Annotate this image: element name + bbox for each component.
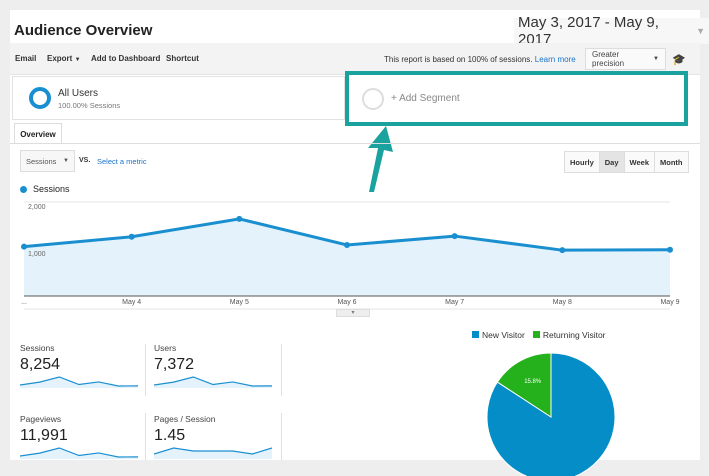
legend-label: New Visitor (482, 330, 525, 340)
metric-value: 8,254 (20, 356, 61, 373)
sessions-chart (21, 201, 673, 310)
metric-divider (145, 344, 146, 396)
metric-divider (281, 344, 282, 396)
x-tick-label: May 7 (445, 299, 465, 306)
select-metric-link[interactable]: Select a metric (97, 157, 147, 166)
graduation-cap-icon[interactable]: 🎓 (672, 54, 686, 66)
x-tick-label: ... (21, 299, 27, 306)
week-button[interactable]: Week (623, 152, 654, 172)
x-tick-label: May 8 (552, 299, 572, 306)
legend-swatch-icon (472, 331, 479, 338)
y-tick-label: 1,000 (28, 251, 46, 258)
legend-label: Sessions (33, 184, 70, 194)
chevron-down-icon: ▼ (696, 26, 705, 36)
add-to-dashboard-button[interactable]: Add to Dashboard (91, 54, 161, 63)
empty-segment-ring-icon (362, 88, 384, 110)
tab-divider (10, 143, 700, 144)
sessions-area (24, 218, 670, 296)
data-point[interactable] (344, 242, 350, 249)
pie-legend: New Visitor Returning Visitor (472, 330, 606, 340)
export-button[interactable]: Export ▼ (47, 54, 81, 63)
chart-legend: Sessions (20, 184, 70, 194)
caret-down-icon: ▼ (74, 57, 81, 63)
x-tick-label: May 9 (660, 299, 680, 306)
page-title: Audience Overview (14, 22, 153, 39)
metric-users: Users 7,372 (153, 343, 284, 393)
legend-dot-icon (20, 185, 27, 193)
metric-value: 1.45 (154, 427, 186, 444)
x-tick-label: May 4 (122, 299, 142, 306)
data-point[interactable] (667, 246, 673, 253)
pie-data-label: 15.8% (524, 379, 542, 385)
visitor-pie-chart: 15.8% (486, 352, 616, 476)
precision-value: Greater precision (592, 50, 625, 68)
segment-ring-icon (29, 87, 51, 109)
metric-label: Sessions (20, 343, 55, 353)
data-point[interactable] (236, 215, 243, 222)
hourly-button[interactable]: Hourly (565, 152, 599, 172)
sparkline (19, 376, 139, 388)
sparkline (19, 447, 139, 459)
metric-label: Users (154, 343, 177, 353)
sparkline (153, 447, 273, 459)
annotation-arrow-icon (368, 126, 393, 192)
segment-name: All Users (58, 88, 99, 99)
caret-down-icon: ▼ (653, 56, 659, 62)
sparkline (153, 376, 273, 388)
add-segment-button[interactable]: + Add Segment (345, 71, 688, 126)
legend-swatch-icon (532, 331, 540, 338)
export-label: Export (47, 54, 73, 63)
email-button[interactable]: Email (15, 54, 37, 63)
granularity-toggle: Hourly Day Week Month (564, 151, 689, 173)
toolbar: Email Export ▼ Add to Dashboard Shortcut… (10, 43, 700, 75)
learn-more-link[interactable]: Learn more (534, 55, 576, 64)
add-segment-label: + Add Segment (391, 93, 460, 104)
metric-label: Pages / Session (154, 414, 216, 424)
tab-overview[interactable]: Overview (14, 123, 62, 144)
day-button[interactable]: Day (598, 152, 624, 172)
metric-dropdown[interactable]: Sessions ▼ (20, 150, 75, 172)
metric-value: Sessions (26, 156, 57, 166)
month-button[interactable]: Month (654, 152, 688, 172)
precision-dropdown[interactable]: Greater precision ▼ (585, 48, 666, 70)
vs-label: VS. (79, 157, 91, 164)
x-tick-label: May 6 (337, 299, 357, 306)
data-point[interactable] (128, 233, 135, 240)
caret-down-icon: ▼ (63, 158, 69, 164)
metric-label: Pageviews (20, 414, 62, 424)
legend-label: Returning Visitor (542, 330, 606, 340)
metric-sessions: Sessions 8,254 (19, 343, 150, 393)
x-tick-label: May 5 (229, 299, 249, 306)
y-tick-label: 2,000 (28, 204, 46, 211)
segment-all-users[interactable]: All Users 100.00% Sessions (12, 76, 345, 120)
segment-sub: 100.00% Sessions (58, 101, 121, 110)
metric-divider (281, 413, 282, 460)
data-point[interactable] (451, 233, 458, 240)
shortcut-button[interactable]: Shortcut (166, 54, 199, 63)
metric-pages-session: Pages / Session 1.45 (153, 414, 284, 464)
metric-divider (145, 413, 146, 460)
metric-value: 11,991 (20, 427, 68, 444)
pie-slice-returning-visitor[interactable] (496, 352, 552, 418)
legend-new-visitor: New Visitor (472, 330, 525, 340)
sampling-note: This report is based on 100% of sessions… (384, 55, 576, 64)
data-point[interactable] (21, 243, 27, 250)
legend-returning-visitor: Returning Visitor (532, 330, 606, 340)
metric-pageviews: Pageviews 11,991 (19, 414, 150, 464)
data-point[interactable] (559, 247, 566, 254)
expand-chart-toggle[interactable]: ▾ (336, 309, 370, 317)
metric-value: 7,372 (154, 356, 195, 373)
date-range-picker[interactable]: May 3, 2017 - May 9, 2017 ▼ (514, 14, 709, 48)
sampling-note-text: This report is based on 100% of sessions… (384, 55, 533, 64)
